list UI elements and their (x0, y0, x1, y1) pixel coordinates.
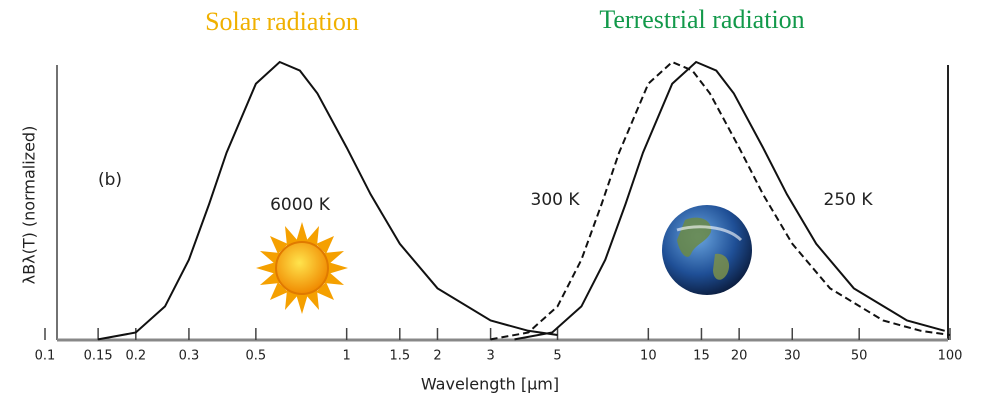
annotation: Solar radiation (205, 7, 359, 36)
x-tick-label: 2 (433, 349, 441, 364)
y-axis-title: λBλ(T) (normalized) (20, 126, 39, 285)
x-tick-label: 30 (784, 349, 801, 364)
x-axis-title: Wavelength [µm] (421, 375, 559, 394)
x-tick-label: 10 (640, 349, 657, 364)
curve (97, 60, 558, 341)
annotation: Terrestrial radiation (599, 5, 804, 34)
x-tick-label: 1 (343, 349, 351, 364)
x-tick-label: 3 (486, 349, 494, 364)
x-tick-label: 0.5 (246, 349, 267, 364)
sun-icon (256, 222, 348, 314)
curve-label: 6000 K (270, 195, 331, 215)
curve (490, 60, 951, 341)
x-tick-label: 0.15 (84, 349, 113, 364)
x-tick-label: 5 (553, 349, 561, 364)
curve (514, 60, 945, 341)
x-tick-label: 20 (731, 349, 748, 364)
x-tick-label: 100 (938, 349, 963, 364)
earth-icon (662, 205, 752, 295)
x-tick-label: 50 (851, 349, 868, 364)
x-tick-label: 1.5 (389, 349, 410, 364)
x-tick-label: 15 (693, 349, 710, 364)
curve-label: 250 K (824, 190, 874, 210)
annotation: (b) (98, 170, 122, 190)
x-tick-label: 0.2 (125, 349, 146, 364)
x-tick-label: 0.3 (179, 349, 200, 364)
curve-label: 300 K (531, 190, 581, 210)
x-tick-label: 0.1 (35, 349, 56, 364)
